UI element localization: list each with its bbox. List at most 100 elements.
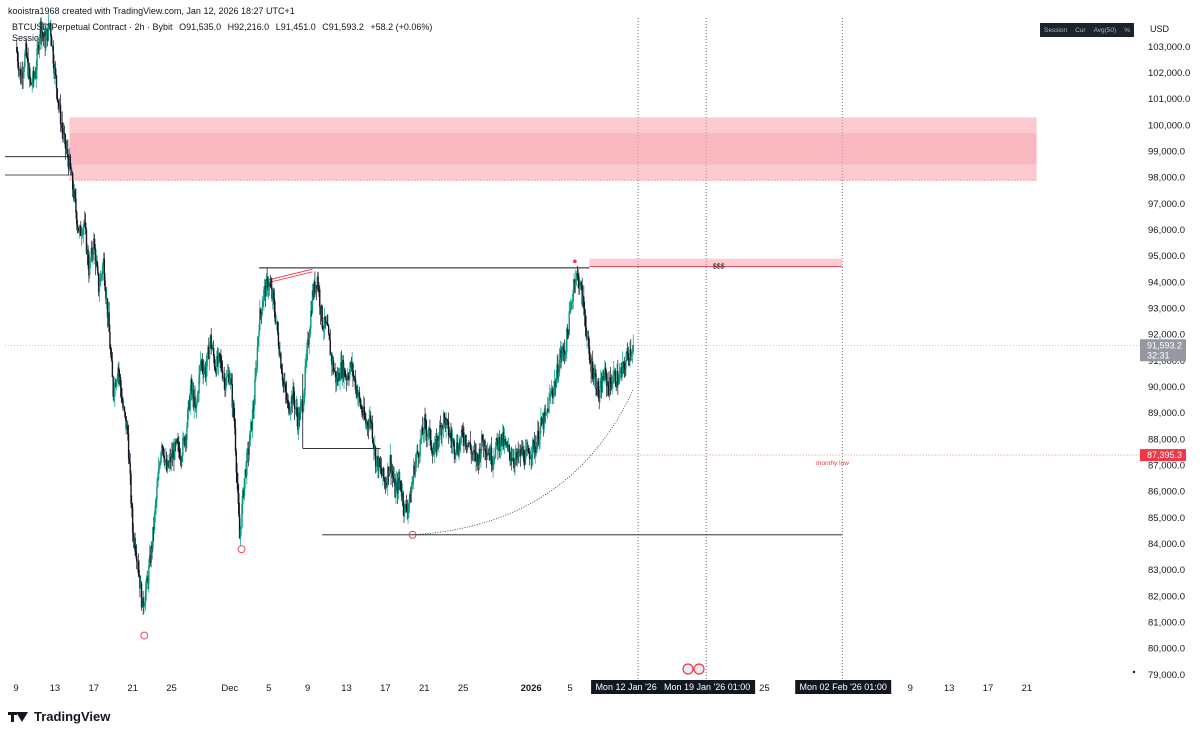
candle-body: [302, 401, 304, 412]
time-tick-label: 9: [13, 683, 18, 694]
candle-body: [510, 458, 512, 459]
candle-body: [256, 346, 259, 368]
annotations: $$$ monthy low: [140, 259, 849, 675]
candle-body: [308, 337, 310, 345]
candle-body: [326, 322, 328, 325]
candle-body: [244, 469, 246, 479]
candle-body: [531, 455, 533, 459]
candle-body: [133, 537, 135, 542]
candle-body: [191, 390, 194, 392]
candle-body: [44, 31, 46, 48]
candle-body: [475, 452, 477, 462]
candle-body: [482, 440, 485, 447]
change-value: +58.2 (+0.06%): [370, 22, 433, 32]
candle-body: [247, 448, 250, 455]
candle-body: [100, 275, 102, 277]
candle-body: [33, 71, 35, 78]
candle-body: [101, 273, 103, 276]
candle-body: [60, 122, 63, 125]
candle-body: [16, 52, 19, 62]
candle-body: [588, 346, 591, 360]
candle-body: [389, 455, 391, 469]
low-label: L: [275, 22, 281, 32]
candle-body: [126, 425, 128, 430]
candle-body: [37, 44, 39, 49]
candle-body: [86, 249, 88, 254]
candle-body: [193, 396, 195, 408]
currency-label[interactable]: USD: [1150, 24, 1170, 34]
time-axis: 9 13 17 21 25 Dec 5 9 13 17 21 25 2026 5 25 9 13 17 21 Mon …: [13, 680, 1032, 694]
candle-body: [106, 298, 108, 300]
candle-body: [93, 238, 96, 249]
session-volume-widget[interactable]: Session Cur Avg(50) %: [1040, 23, 1134, 37]
candle-body: [413, 465, 415, 479]
candle-body: [111, 360, 114, 378]
candle-body: [221, 370, 224, 379]
candle-body: [595, 373, 597, 390]
candle-body: [62, 128, 64, 135]
candle-body: [424, 418, 426, 421]
candle-body: [605, 373, 608, 387]
candle-body: [102, 258, 105, 265]
time-tick-label: 13: [50, 683, 61, 694]
candle-body: [422, 433, 425, 435]
candle-body: [460, 429, 463, 438]
candle-body: [572, 289, 574, 301]
indicator-legend[interactable]: Sessions: [12, 33, 49, 43]
candle-body: [414, 462, 417, 475]
candle-body: [211, 348, 213, 349]
candle-body: [275, 321, 277, 323]
candle-body: [300, 403, 302, 407]
tradingview-logo[interactable]: TradingView: [8, 709, 110, 724]
candle-body: [617, 371, 619, 385]
candle-body: [431, 450, 434, 456]
candle-body: [516, 450, 519, 460]
candle-body: [613, 370, 616, 373]
candle-body: [132, 532, 135, 542]
candle-body: [463, 437, 465, 443]
candle-body: [404, 503, 407, 505]
candle-body: [319, 306, 322, 315]
candle-body: [92, 254, 94, 256]
candle-body: [48, 23, 50, 27]
candle-body: [257, 337, 259, 347]
candle-body: [49, 23, 51, 27]
candle-body: [221, 360, 223, 371]
candle-body: [453, 440, 455, 454]
candle-body: [65, 148, 67, 150]
candle-body: [280, 353, 282, 368]
candle-body: [16, 46, 18, 53]
candle-body: [163, 455, 165, 463]
candle-body: [52, 45, 54, 64]
candle-body: [554, 380, 557, 387]
ohlc-legend: BTCUSD Perpetual Contract · 2h · Bybit O…: [12, 22, 432, 32]
candle-body: [618, 374, 621, 383]
candle-body: [631, 351, 634, 353]
candle-body: [276, 321, 279, 333]
candle-body: [411, 483, 413, 490]
symbol-name[interactable]: BTCUSD Perpetual Contract · 2h · Bybit: [12, 22, 173, 32]
candle-body: [271, 287, 273, 299]
candle-body: [28, 67, 30, 77]
candle-body: [478, 448, 481, 465]
candle-body: [401, 492, 404, 497]
candle-body: [19, 69, 21, 71]
candle-body: [503, 439, 506, 446]
candle-body: [400, 480, 402, 491]
candle-body: [128, 459, 131, 463]
time-marker-label: Mon 12 Jan '26: [595, 682, 656, 692]
candle-body: [127, 434, 130, 460]
candle-body: [407, 507, 409, 513]
swing-low-marker: [140, 631, 149, 640]
time-tick-label: 25: [759, 683, 770, 694]
candle-body: [462, 432, 464, 438]
candle-body: [20, 70, 22, 84]
candle-body: [259, 309, 262, 313]
brand-name: TradingView: [34, 709, 111, 724]
candle-body: [307, 339, 310, 345]
candle-body: [291, 396, 293, 404]
candle-body: [125, 416, 127, 430]
monthly-low-price: 87,395.3: [1147, 450, 1182, 460]
candle-body: [123, 407, 125, 408]
